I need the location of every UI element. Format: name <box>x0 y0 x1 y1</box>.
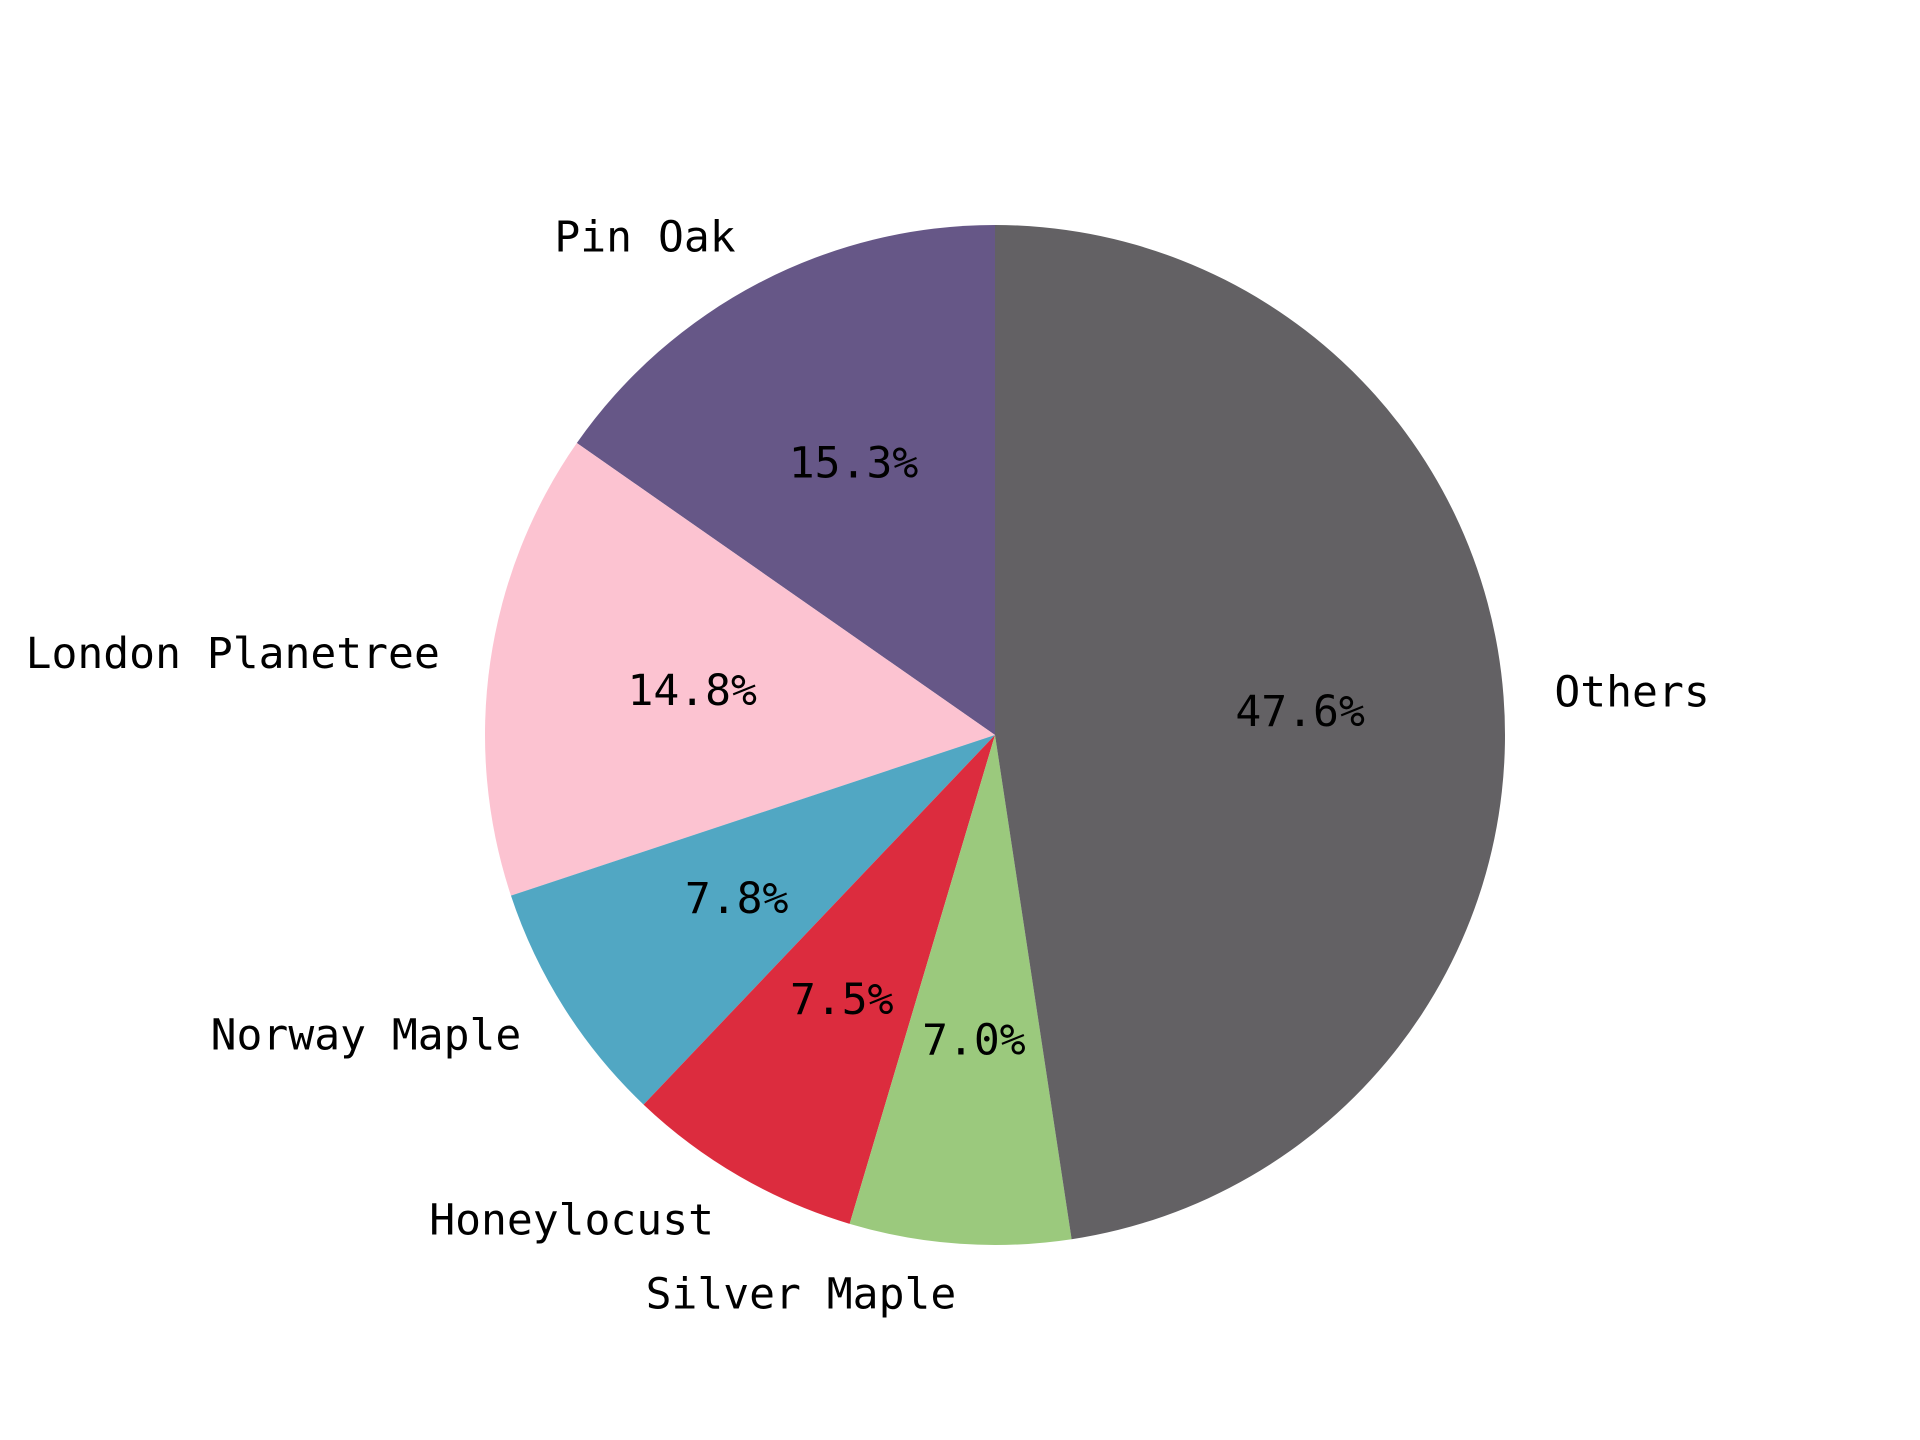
pie-slice-honeylocust <box>643 735 995 1224</box>
slice-label-pin-oak: Pin Oak <box>554 213 735 263</box>
pie-slice-london-planetree <box>485 443 995 896</box>
pie-slice-others <box>995 225 1506 1240</box>
slice-label-honeylocust: Honeylocust <box>429 1196 714 1246</box>
labels-layer: Pin Oak 15.3% London Planetree 14.8% Norway … <box>26 213 1710 1320</box>
slices-layer <box>485 225 1506 1246</box>
slice-percent-silver-maple: 7.0% <box>922 1015 1026 1065</box>
slice-percent-others: 47.6% <box>1235 687 1365 737</box>
slice-label-london-planetree: London Planetree <box>26 629 440 679</box>
pie-slice-silver-maple <box>849 735 1072 1246</box>
slice-percent-honeylocust: 7.5% <box>790 975 894 1025</box>
slice-label-silver-maple: Silver Maple <box>646 1270 957 1320</box>
slice-percent-pin-oak: 15.3% <box>789 439 919 489</box>
slice-percent-london-planetree: 14.8% <box>627 666 757 716</box>
slice-label-others: Others <box>1554 668 1709 718</box>
slice-percent-norway-maple: 7.8% <box>685 874 789 924</box>
pie-slice-pin-oak <box>576 225 995 735</box>
slice-label-norway-maple: Norway Maple <box>211 1011 522 1061</box>
pie-slice-norway-maple <box>510 735 995 1105</box>
